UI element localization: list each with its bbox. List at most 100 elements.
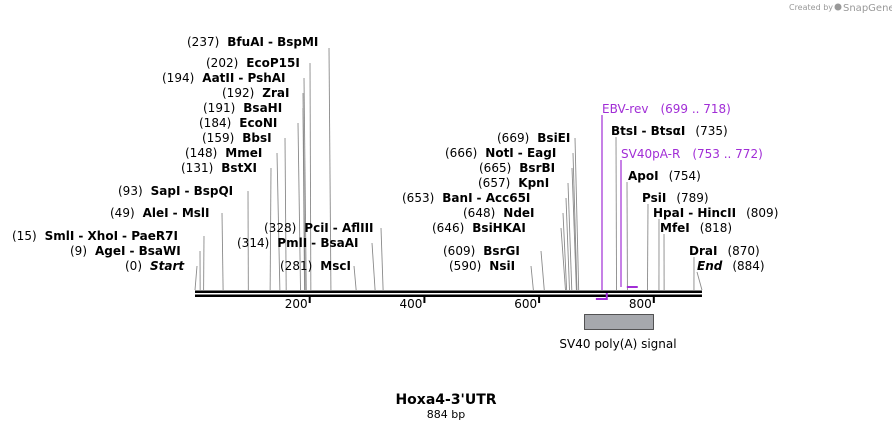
site-label: (93) SapI - BspQI <box>118 184 233 198</box>
axis-tick <box>308 297 311 303</box>
axis-tick-label: 600 <box>514 297 537 311</box>
site-label: (657) KpnI <box>478 176 549 190</box>
site-position: (0) <box>125 259 142 273</box>
site-label: (609) BsrGI <box>443 244 520 258</box>
enzyme-name: - MslI <box>173 206 210 220</box>
site-label: (191) BsaHI <box>203 101 282 115</box>
feature-sv40-polya-box <box>584 314 654 330</box>
site-position: (657) <box>478 176 510 190</box>
site-position: (789) <box>676 191 708 205</box>
site-position: (314) <box>237 236 269 250</box>
site-label: HpaI - HincII (809) <box>653 206 778 220</box>
plasmid-name: Hoxa4-3'UTR <box>395 392 496 408</box>
enzyme-name: - HincII <box>688 206 736 220</box>
enzyme-name: - PaeR7I <box>122 229 178 243</box>
enzyme-name: - BsaWI <box>129 244 180 258</box>
strand-bottom <box>195 294 702 297</box>
site-position: (15) <box>12 229 37 243</box>
enzyme-name: PsiI <box>642 191 666 205</box>
site-label: (237) BfuAI - BspMI <box>187 35 318 49</box>
axis-tick-label: 800 <box>629 297 652 311</box>
site-label: (648) NdeI <box>463 206 535 220</box>
site-leader-line <box>567 182 573 291</box>
site-label: BtsI - BtsαI (735) <box>611 124 728 138</box>
site-label: (148) MmeI <box>185 146 262 160</box>
site-label: MfeI (818) <box>660 221 732 235</box>
site-position: (93) <box>118 184 143 198</box>
site-position: (9) <box>70 244 87 258</box>
site-label: (49) AleI - MslI <box>110 206 209 220</box>
site-label: (646) BsiHKAI <box>432 221 526 235</box>
site-position: (148) <box>185 146 217 160</box>
site-label: (159) BbsI <box>202 131 272 145</box>
site-label: (192) ZraI <box>222 86 289 100</box>
enzyme-name: BsaHI <box>243 101 282 115</box>
enzyme-name: AatII <box>202 71 234 85</box>
site-label: (15) SmlI - XhoI - PaeR7I <box>12 229 178 243</box>
site-position: (609) <box>443 244 475 258</box>
enzyme-name: ApoI <box>628 169 659 183</box>
site-leader-line <box>647 203 649 291</box>
site-label: DraI (870) <box>689 244 760 258</box>
site-leader-line <box>380 227 384 291</box>
site-leader-line <box>696 271 703 291</box>
site-position: (49) <box>110 206 135 220</box>
site-position: (669) <box>497 131 529 145</box>
enzyme-name: BsiHKAI <box>472 221 526 235</box>
enzyme-name: - BtsαI <box>642 124 686 138</box>
site-leader-line <box>297 122 301 291</box>
enzyme-name: MmeI <box>225 146 262 160</box>
enzyme-name: BbsI <box>242 131 271 145</box>
site-position: (192) <box>222 86 254 100</box>
primer-ebv-rev-label: EBV-rev (699 .. 718) <box>602 102 731 116</box>
enzyme-name: BsiEI <box>537 131 570 145</box>
site-label: (665) BsrBI <box>479 161 555 175</box>
site-label: (314) PmlI - BsaAI <box>237 236 358 250</box>
site-position: (884) <box>732 259 764 273</box>
site-label: (131) BstXI <box>181 161 257 175</box>
enzyme-name: MscI <box>320 259 351 273</box>
site-leader-line <box>571 167 577 291</box>
site-label: (666) NotI - EagI <box>445 146 556 160</box>
site-label: PsiI (789) <box>642 191 709 205</box>
site-leader-line <box>615 136 617 291</box>
site-leader-line <box>572 152 578 291</box>
enzyme-name: SmlI <box>45 229 75 243</box>
site-position: (870) <box>727 244 759 258</box>
site-position: (202) <box>206 56 238 70</box>
site-leader-line <box>562 212 568 291</box>
primer-name: EBV-rev <box>602 102 648 116</box>
axis-tick <box>538 297 541 303</box>
enzyme-name: NdeI <box>503 206 534 220</box>
primer-name: SV40pA-R <box>621 147 680 161</box>
enzyme-name: BsrBI <box>519 161 555 175</box>
site-position: (646) <box>432 221 464 235</box>
credit-prefix: Created by <box>789 3 833 12</box>
site-label: (590) NsiI <box>449 259 515 273</box>
enzyme-name: PmlI <box>277 236 307 250</box>
enzyme-name: ZraI <box>262 86 289 100</box>
site-label: (328) PciI - AflIII <box>264 221 374 235</box>
site-label: (194) AatII - PshAI <box>162 71 286 85</box>
feature-label: SV40 poly(A) signal <box>559 337 676 351</box>
enzyme-name: BfuAI <box>227 35 264 49</box>
snapgene-logo-icon <box>834 3 842 11</box>
enzyme-name: AgeI <box>95 244 125 258</box>
site-position: (191) <box>203 101 235 115</box>
site-position: (237) <box>187 35 219 49</box>
site-position: (818) <box>700 221 732 235</box>
site-position: (665) <box>479 161 511 175</box>
site-position: (809) <box>746 206 778 220</box>
enzyme-name: SapI <box>151 184 181 198</box>
site-position: (194) <box>162 71 194 85</box>
site-leader-line <box>530 265 534 291</box>
primer-sv40pa-r-label: SV40pA-R (753 .. 772) <box>621 147 763 161</box>
axis-tick <box>652 297 655 303</box>
site-leader-line <box>221 212 224 291</box>
primer-range: (753 .. 772) <box>692 147 762 161</box>
site-leader-line <box>309 62 312 291</box>
site-position: (754) <box>669 169 701 183</box>
enzyme-name: - BsaAI <box>311 236 358 250</box>
